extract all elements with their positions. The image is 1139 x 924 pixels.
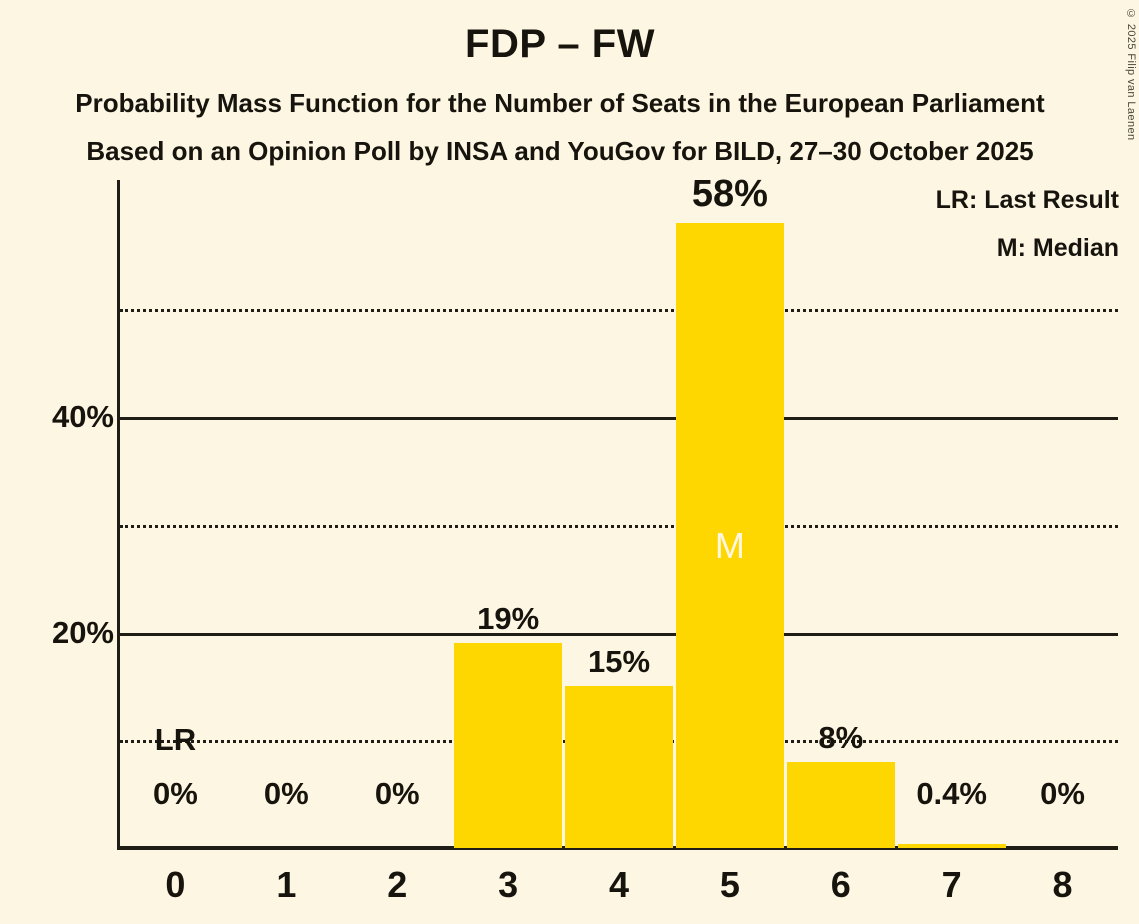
x-axis-tick-label: 2: [387, 864, 408, 905]
plot-area: 0% LR 0% 0% 19% 15% 58% M 8% 0.4% 0%: [120, 173, 1118, 848]
x-axis-line: [118, 846, 1118, 850]
x-axis-tick-label: 4: [608, 864, 630, 905]
x-axis-tick-label: 1: [276, 864, 297, 905]
x-axis-tick-label: 6: [830, 864, 851, 905]
copyright-notice: © 2025 Filip van Laenen: [1125, 8, 1137, 141]
chart-subtitle-primary: Probability Mass Function for the Number…: [75, 88, 1045, 118]
bar-value-label: 15%: [587, 644, 651, 680]
x-axis-tick-label: 7: [941, 864, 962, 905]
last-result-marker: LR: [154, 722, 197, 757]
x-axis-tick-label: 5: [719, 864, 740, 905]
gridline-major: [120, 632, 1118, 636]
bar[interactable]: [454, 643, 563, 848]
legend-last-result: LR: Last Result: [935, 186, 1119, 214]
y-axis-tick-label: 40%: [51, 399, 114, 435]
gridline-minor: [120, 309, 1118, 313]
median-marker: M: [714, 525, 745, 566]
legend-median: M: Median: [996, 234, 1119, 262]
bar-value-label: 19%: [477, 601, 540, 637]
gridline-minor: [120, 524, 1118, 528]
x-axis-tick-label: 8: [1052, 864, 1073, 905]
bar-value-label: 0.4%: [916, 776, 987, 811]
bar-value-label: 0%: [153, 776, 198, 811]
bar-value-label: 58%: [691, 173, 768, 216]
chart-subtitle-secondary: Based on an Opinion Poll by INSA and You…: [86, 136, 1034, 166]
bar-value-label: 8%: [818, 719, 864, 755]
bar[interactable]: [675, 223, 784, 848]
chart-title: FDP – FW: [465, 22, 655, 66]
bar[interactable]: [565, 686, 673, 848]
bar[interactable]: [786, 761, 895, 848]
bar-value-label: 0%: [1040, 776, 1085, 811]
x-axis-tick-label: 0: [165, 864, 186, 905]
bar[interactable]: [897, 843, 1006, 848]
gridline-major: [120, 417, 1118, 421]
y-axis-line: [117, 180, 120, 850]
x-axis-tick-label: 3: [498, 864, 519, 905]
bar-value-label: 0%: [263, 776, 309, 811]
bar-value-label: 0%: [374, 776, 420, 811]
y-axis-tick-label: 20%: [51, 614, 114, 650]
